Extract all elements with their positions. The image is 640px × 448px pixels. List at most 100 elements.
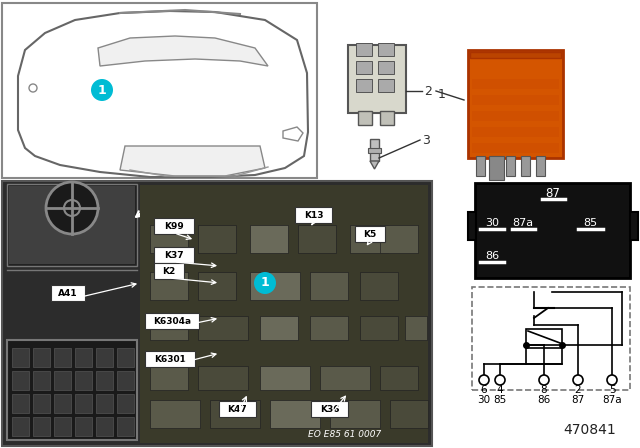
Bar	[12, 417, 29, 436]
FancyBboxPatch shape	[145, 351, 195, 367]
Text: 85: 85	[493, 395, 507, 405]
Bar	[380, 111, 394, 125]
Bar	[526, 348, 562, 364]
Circle shape	[573, 375, 583, 385]
Bar	[75, 371, 92, 390]
FancyBboxPatch shape	[154, 218, 194, 234]
Bar	[350, 225, 388, 253]
Bar	[198, 225, 236, 253]
Text: 2: 2	[575, 385, 581, 395]
Bar	[270, 400, 320, 428]
Bar	[198, 316, 248, 340]
Bar	[298, 225, 336, 253]
Bar	[12, 348, 29, 367]
Bar	[2, 181, 432, 446]
Bar	[210, 400, 260, 428]
Bar	[150, 400, 200, 428]
Text: K37: K37	[164, 250, 184, 259]
Bar	[54, 394, 71, 413]
Bar	[96, 394, 113, 413]
FancyBboxPatch shape	[145, 313, 199, 329]
Bar	[54, 348, 71, 367]
Bar	[491, 156, 500, 176]
Polygon shape	[370, 161, 379, 169]
Bar	[198, 366, 248, 390]
Bar	[468, 50, 563, 158]
Text: 6: 6	[481, 385, 487, 395]
Bar	[370, 139, 379, 161]
Bar	[360, 316, 398, 340]
Text: 8: 8	[541, 385, 547, 395]
Text: 87: 87	[572, 395, 584, 405]
Text: 86: 86	[485, 251, 499, 261]
Text: 87a: 87a	[602, 395, 622, 405]
Bar	[117, 417, 134, 436]
Bar	[140, 185, 428, 443]
Text: A41: A41	[58, 289, 78, 297]
Bar	[536, 156, 545, 176]
Text: 1: 1	[438, 87, 446, 100]
Bar	[96, 417, 113, 436]
Bar	[330, 400, 380, 428]
Bar	[75, 417, 92, 436]
FancyBboxPatch shape	[295, 207, 332, 223]
Bar	[360, 272, 398, 300]
Bar	[472, 79, 559, 89]
Bar	[320, 366, 370, 390]
Text: 85: 85	[583, 218, 597, 228]
Bar	[260, 366, 310, 390]
Text: 87a: 87a	[513, 218, 534, 228]
Bar	[472, 127, 559, 137]
Bar	[470, 52, 561, 58]
Text: 5: 5	[609, 385, 615, 395]
Bar	[96, 348, 113, 367]
FancyBboxPatch shape	[51, 285, 85, 301]
Bar	[117, 348, 134, 367]
Text: 1: 1	[98, 83, 106, 96]
Bar	[489, 156, 504, 180]
Text: 470841: 470841	[564, 423, 616, 437]
Bar	[630, 212, 638, 240]
Bar	[117, 371, 134, 390]
Text: 1: 1	[260, 276, 269, 289]
Bar	[9, 186, 135, 264]
Text: K6304a: K6304a	[153, 316, 191, 326]
Bar	[12, 371, 29, 390]
Text: 86: 86	[538, 395, 550, 405]
Bar	[310, 316, 348, 340]
Text: K36: K36	[320, 405, 339, 414]
Bar	[476, 156, 485, 176]
Bar	[33, 394, 50, 413]
FancyBboxPatch shape	[311, 401, 348, 417]
Bar	[521, 156, 530, 176]
Bar	[75, 394, 92, 413]
Bar	[150, 366, 188, 390]
Bar	[378, 43, 394, 56]
Bar	[54, 417, 71, 436]
Text: 30: 30	[485, 218, 499, 228]
Bar	[506, 156, 515, 176]
Bar	[380, 225, 418, 253]
Bar	[475, 183, 630, 278]
Bar	[378, 61, 394, 74]
Bar	[54, 371, 71, 390]
Bar	[12, 394, 29, 413]
Bar	[310, 272, 348, 300]
Text: EO E85 61 0007: EO E85 61 0007	[308, 430, 381, 439]
Bar	[380, 366, 418, 390]
Bar	[472, 287, 630, 390]
Bar	[472, 111, 559, 121]
Bar	[472, 95, 559, 105]
Text: K2: K2	[163, 267, 175, 276]
Bar	[7, 340, 137, 440]
Bar	[472, 143, 559, 153]
Bar	[150, 316, 188, 340]
FancyBboxPatch shape	[219, 401, 256, 417]
Text: 4: 4	[497, 385, 503, 395]
Bar	[356, 79, 372, 92]
Bar	[33, 417, 50, 436]
Text: K6301: K6301	[154, 354, 186, 363]
Polygon shape	[98, 36, 268, 66]
Text: K5: K5	[364, 229, 376, 238]
Bar	[368, 148, 381, 153]
